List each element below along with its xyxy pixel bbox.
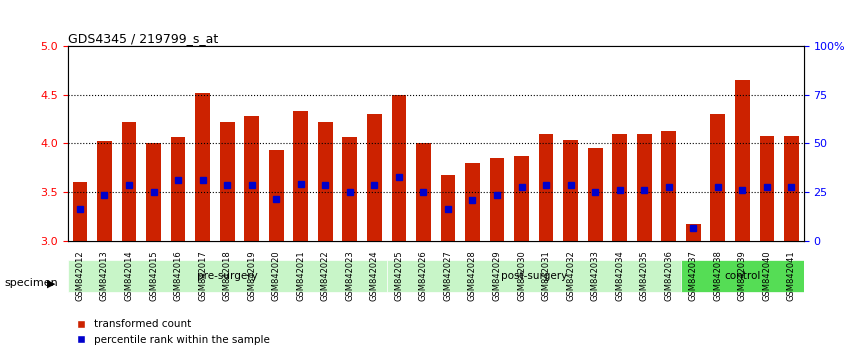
Bar xyxy=(220,122,234,241)
Bar xyxy=(563,141,578,241)
Bar xyxy=(711,114,725,241)
Bar xyxy=(588,148,602,241)
Bar xyxy=(784,136,799,241)
Bar xyxy=(637,134,651,241)
Bar xyxy=(367,114,382,241)
Bar xyxy=(735,80,750,241)
Text: GDS4345 / 219799_s_at: GDS4345 / 219799_s_at xyxy=(68,32,218,45)
Bar xyxy=(392,95,406,241)
Bar xyxy=(760,136,774,241)
Text: specimen: specimen xyxy=(4,278,58,288)
Text: control: control xyxy=(724,271,761,281)
Bar xyxy=(171,137,185,241)
Bar xyxy=(416,143,431,241)
Legend: transformed count, percentile rank within the sample: transformed count, percentile rank withi… xyxy=(73,315,274,349)
Bar xyxy=(686,224,700,241)
Bar xyxy=(514,156,529,241)
Bar xyxy=(441,176,455,241)
Bar xyxy=(269,150,283,241)
Bar xyxy=(613,134,627,241)
Bar xyxy=(465,163,480,241)
Bar xyxy=(539,134,553,241)
Bar xyxy=(294,111,308,241)
Text: ▶: ▶ xyxy=(47,278,55,288)
FancyBboxPatch shape xyxy=(387,260,681,292)
Bar xyxy=(122,122,136,241)
Bar xyxy=(318,122,332,241)
Bar xyxy=(97,142,112,241)
Bar xyxy=(244,116,259,241)
Bar xyxy=(662,131,676,241)
FancyBboxPatch shape xyxy=(68,260,387,292)
Bar xyxy=(195,93,210,241)
Bar xyxy=(343,137,357,241)
Bar xyxy=(146,143,161,241)
Text: pre-surgery: pre-surgery xyxy=(197,271,257,281)
FancyBboxPatch shape xyxy=(681,260,804,292)
Bar xyxy=(490,158,504,241)
Text: post-surgery: post-surgery xyxy=(501,271,567,281)
Bar xyxy=(73,182,87,241)
